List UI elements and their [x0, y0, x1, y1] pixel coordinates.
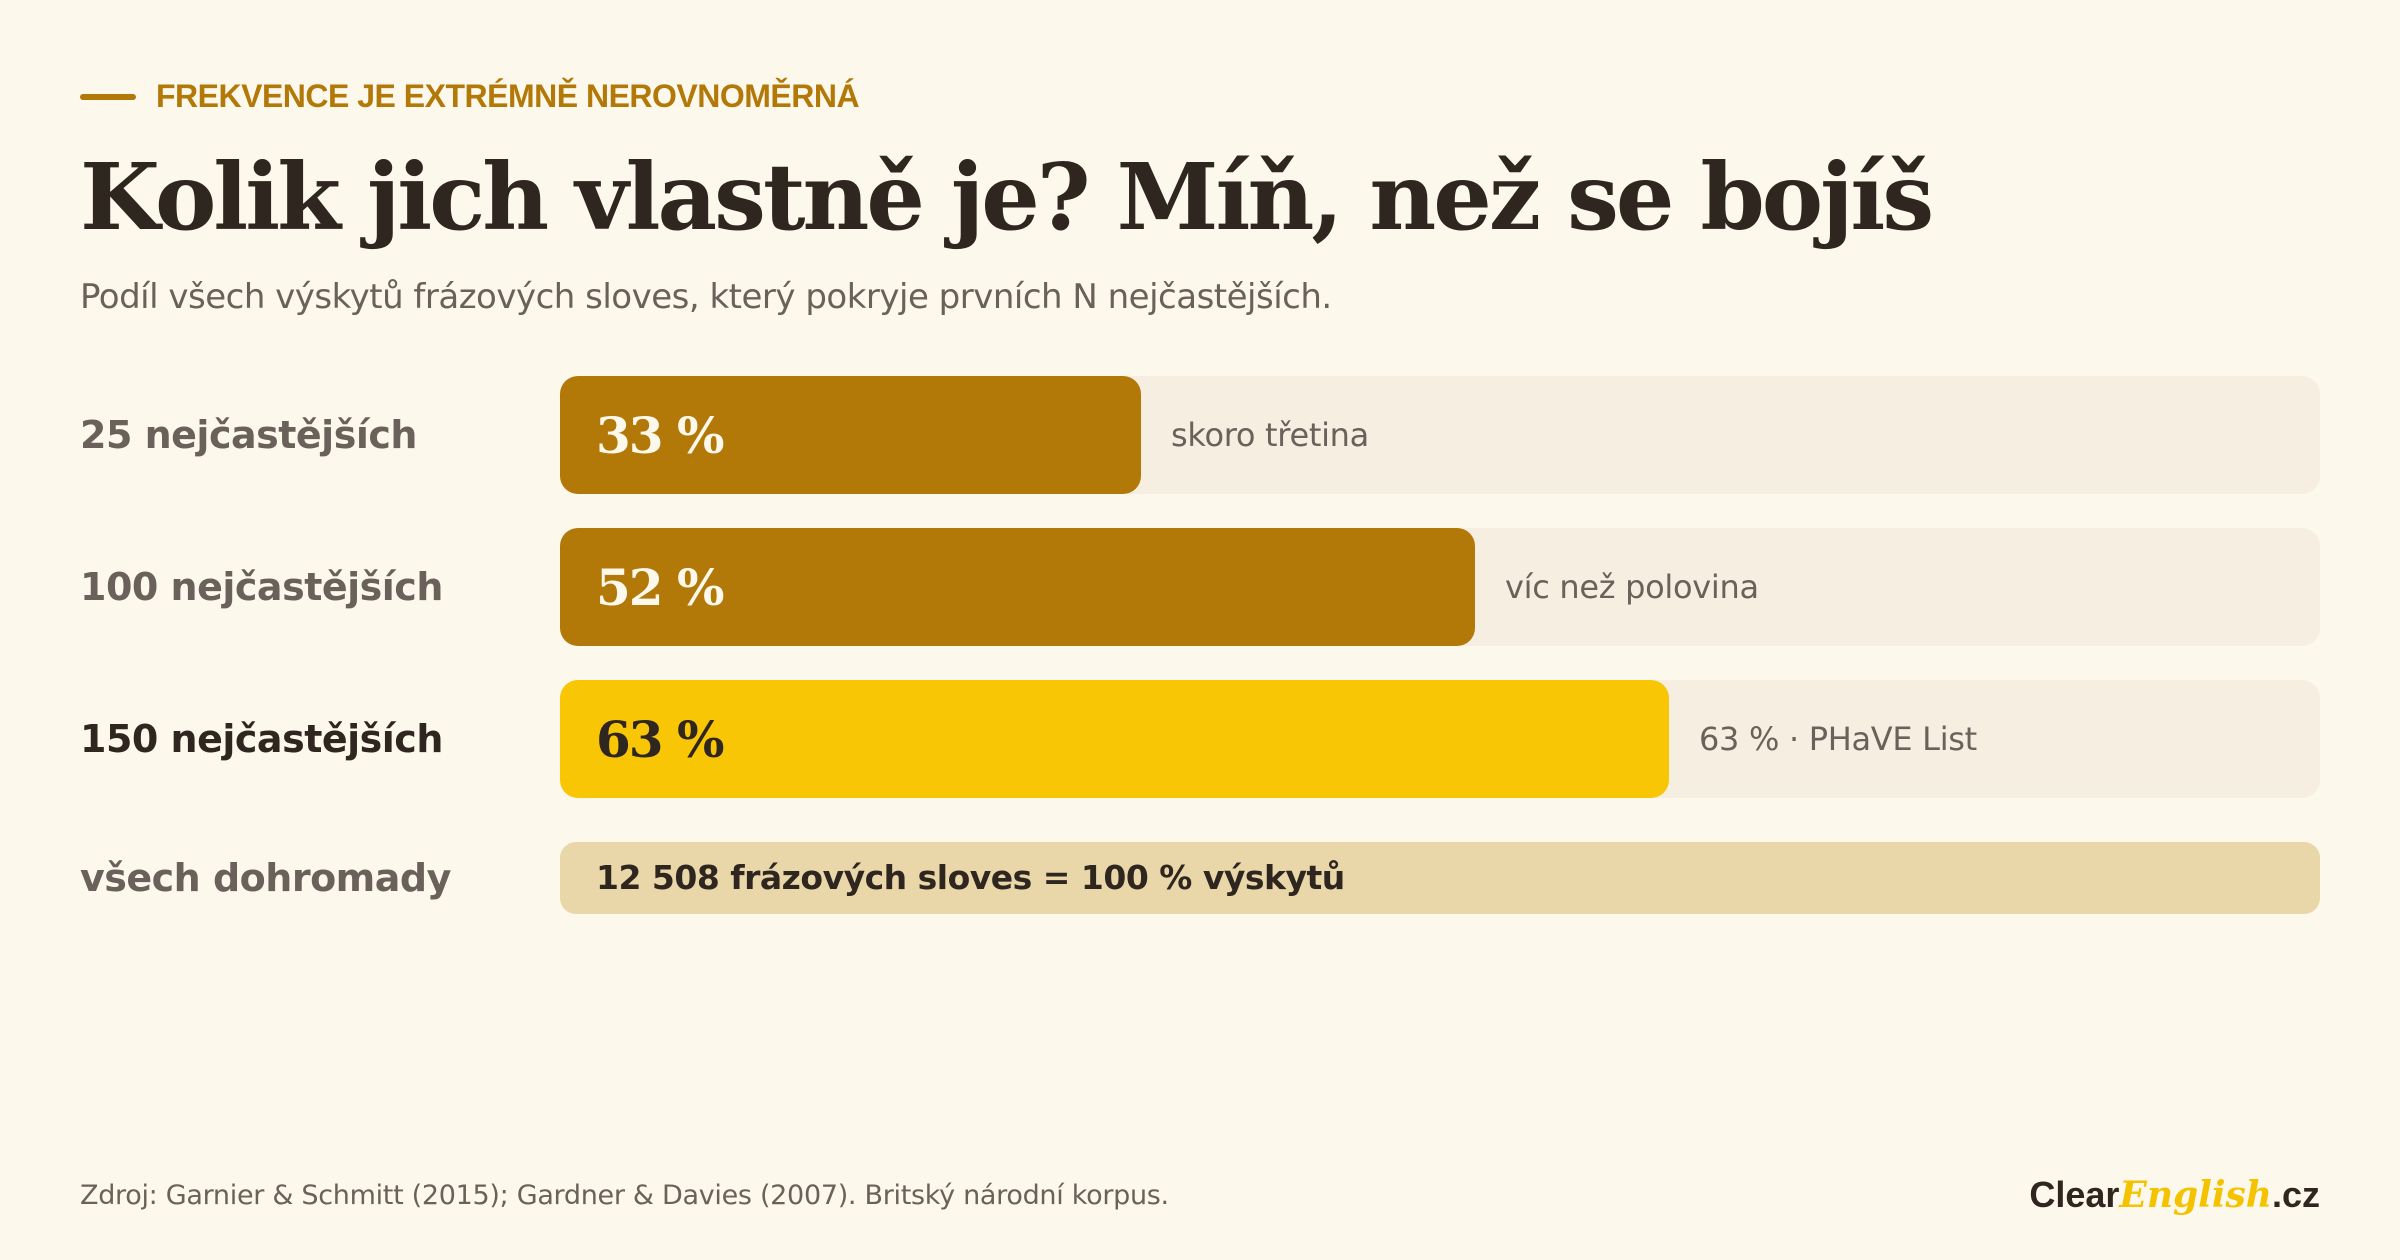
- chart-title: Kolik jich vlastně je? Míň, než se bojíš: [80, 143, 1934, 251]
- eyebrow-line: [80, 93, 136, 100]
- source-note: Zdroj: Garnier & Schmitt (2015); Gardner…: [80, 1180, 1169, 1211]
- bar-track: 63 % 63 % · PHaVE List: [560, 680, 2320, 798]
- bar-track: 33 % skoro třetina: [560, 376, 2320, 494]
- category-label: 25 nejčastějších: [80, 413, 417, 457]
- total-bar: 12 508 frázových sloves = 100 % výskytů: [560, 842, 2320, 914]
- bar-value-label: 33 %: [596, 405, 724, 465]
- bar: 63 %: [560, 680, 1669, 798]
- bar-value-label: 63 %: [596, 709, 724, 769]
- category-label: 150 nejčastějších: [80, 717, 443, 761]
- bar: 33 %: [560, 376, 1141, 494]
- logo-domain: .cz: [2271, 1174, 2320, 1215]
- logo-clear: Clear: [2029, 1174, 2120, 1215]
- bar-track: 52 % víc než polovina: [560, 528, 2320, 646]
- bar-annotation: víc než polovina: [1505, 568, 1759, 606]
- bar-value-label: 52 %: [596, 557, 724, 617]
- bar-annotation: skoro třetina: [1171, 416, 1369, 454]
- bar-annotation: 63 % · PHaVE List: [1699, 720, 1977, 758]
- total-label: všech dohromady: [80, 856, 451, 900]
- eyebrow: FREKVENCE JE EXTRÉMNĚ NEROVNOMĚRNÁ: [80, 78, 860, 115]
- total-text: 12 508 frázových sloves = 100 % výskytů: [596, 858, 1345, 897]
- chart-subtitle: Podíl všech výskytů frázových sloves, kt…: [80, 277, 1332, 317]
- logo: ClearEnglish.cz: [2029, 1174, 2320, 1216]
- eyebrow-text: FREKVENCE JE EXTRÉMNĚ NEROVNOMĚRNÁ: [156, 78, 860, 114]
- bar: 52 %: [560, 528, 1475, 646]
- category-label: 100 nejčastějších: [80, 565, 443, 609]
- logo-english: English: [2119, 1174, 2272, 1216]
